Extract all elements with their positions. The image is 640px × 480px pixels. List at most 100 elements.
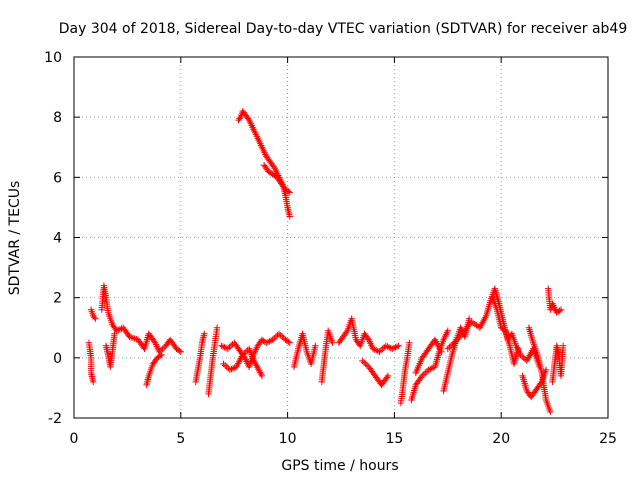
data-point	[271, 335, 278, 342]
data-segment	[102, 330, 118, 371]
data-point	[158, 351, 165, 359]
data-point	[389, 345, 396, 353]
x-tick-label: 25	[599, 431, 617, 447]
data-segment	[397, 339, 413, 407]
data-point	[286, 189, 293, 196]
data-point	[266, 338, 273, 345]
data-point	[417, 374, 425, 381]
data-segment	[85, 339, 97, 386]
x-tick-label: 0	[70, 431, 79, 447]
data-point	[438, 348, 445, 356]
data-point	[267, 337, 275, 344]
data-point	[263, 339, 270, 346]
data-point	[385, 344, 393, 351]
data-segment	[87, 306, 99, 322]
data-point	[258, 372, 266, 380]
data-point	[374, 347, 382, 355]
data-point	[343, 329, 350, 336]
data-point	[285, 188, 292, 195]
data-segment	[408, 327, 451, 404]
data-point	[384, 343, 391, 350]
data-point	[229, 365, 237, 372]
data-point	[556, 307, 563, 314]
data-point	[329, 339, 336, 346]
data-point	[452, 338, 459, 345]
data-point	[390, 344, 398, 352]
data-point	[379, 345, 386, 353]
data-point	[236, 115, 243, 122]
data-segment	[318, 327, 336, 386]
y-tick-label: 4	[53, 231, 62, 247]
data-point	[222, 344, 230, 352]
x-tick-label: 20	[492, 431, 510, 447]
data-point	[456, 333, 464, 340]
data-segment	[525, 324, 554, 416]
data-point	[362, 360, 369, 368]
data-point	[286, 213, 293, 220]
data-point	[515, 345, 522, 353]
data-point	[423, 368, 431, 375]
data-point	[223, 363, 230, 371]
data-point	[118, 325, 125, 332]
data-point	[213, 324, 221, 331]
data-point	[239, 351, 246, 359]
data-point	[226, 344, 233, 351]
data-point	[449, 341, 456, 348]
x-tick-label: 5	[176, 431, 185, 447]
data-point	[363, 362, 371, 369]
data-point	[420, 371, 427, 378]
data-point	[177, 348, 184, 356]
data-point	[371, 346, 378, 353]
data-point	[264, 338, 272, 346]
data-point	[422, 369, 429, 377]
data-point	[451, 339, 458, 346]
data-point	[406, 339, 413, 346]
y-tick-label: 6	[53, 170, 62, 186]
data-point	[359, 357, 366, 365]
data-point	[161, 344, 168, 351]
data-point	[382, 342, 390, 349]
data-point	[90, 378, 97, 386]
data-point	[279, 333, 286, 340]
data-point	[428, 365, 435, 372]
y-tick-label: 0	[53, 351, 62, 367]
data-point	[369, 345, 377, 353]
data-point	[241, 350, 248, 357]
data-segment	[260, 162, 293, 196]
data-point	[242, 348, 250, 356]
y-tick-label: 2	[53, 291, 62, 307]
data-point	[176, 347, 183, 355]
data-point	[518, 353, 526, 360]
data-segment	[220, 345, 266, 380]
data-segment	[359, 357, 392, 389]
data-point	[218, 342, 225, 349]
data-point	[446, 344, 453, 351]
data-point	[557, 306, 565, 313]
data-point	[285, 338, 292, 345]
data-point	[377, 347, 385, 354]
data-point	[444, 345, 451, 353]
data-point	[542, 366, 550, 374]
y-tick-label: -2	[48, 411, 62, 427]
data-point	[277, 332, 284, 339]
data-point	[272, 333, 280, 340]
data-point	[221, 362, 229, 369]
data-point	[395, 342, 402, 349]
data-point	[455, 335, 462, 342]
grid-lines	[74, 57, 608, 418]
data-point	[453, 336, 461, 343]
data-point	[425, 366, 432, 374]
data-point	[220, 360, 227, 368]
data-segment	[335, 315, 402, 356]
data-point	[364, 335, 371, 342]
data-point	[157, 347, 165, 354]
data-point	[275, 330, 283, 337]
data-point	[312, 342, 319, 349]
chart-title: Day 304 of 2018, Sidereal Day-to-day VTE…	[59, 21, 628, 37]
data-point	[111, 330, 118, 337]
data-segment	[489, 294, 522, 368]
data-point	[227, 342, 235, 349]
data-point	[547, 408, 554, 416]
